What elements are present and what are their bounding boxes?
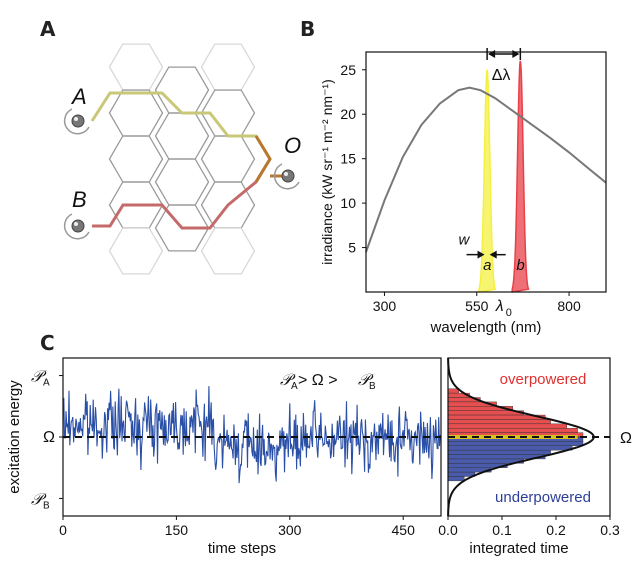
- y-axis-label: irradiance (kW sr⁻¹ m⁻² nm⁻¹): [319, 79, 335, 265]
- y-tick-label: Ω: [43, 429, 55, 446]
- overpowered-label: overpowered: [500, 371, 587, 388]
- hist-bar: [447, 388, 460, 394]
- hex-cell: [154, 204, 210, 252]
- node-ring: [63, 108, 90, 135]
- node-o-label: O: [284, 133, 301, 158]
- underpowered-label: underpowered: [495, 489, 591, 506]
- hex-cell: [108, 43, 164, 91]
- x-tick-label: 0.0: [438, 522, 458, 538]
- hist-bar: [447, 441, 584, 446]
- hist-bar: [447, 476, 465, 482]
- hex-cell: [154, 66, 210, 114]
- y-tick-subscript: B: [43, 500, 50, 511]
- path-a: [90, 91, 272, 160]
- lambda0-label: λ: [495, 298, 504, 315]
- hexagonal-lattice: [108, 43, 256, 275]
- node-b-label: B: [72, 187, 87, 212]
- node-ring: [273, 163, 300, 190]
- y-axis-label: excitation energy: [6, 380, 23, 494]
- annotation-pb-sub: B: [369, 381, 376, 392]
- x-axis-label: time steps: [208, 540, 276, 557]
- path-b: [92, 158, 272, 230]
- hex-cell: [108, 89, 164, 137]
- integrated-time-histogram: overpowered underpowered 0.0 0.1 0.2 0.3 integ…: [438, 357, 632, 557]
- node-ball: [71, 114, 85, 128]
- hist-bar: [447, 445, 573, 451]
- path-join: [254, 135, 272, 183]
- y-tick-label: 25: [340, 62, 356, 78]
- lattice-paths: [90, 91, 288, 230]
- hist-bar: [447, 419, 551, 425]
- node-highlight: [74, 222, 78, 226]
- hex-cell: [108, 227, 164, 275]
- y-tick-label: 15: [340, 151, 356, 167]
- band-label-a: a: [483, 257, 491, 274]
- hex-cell: [154, 158, 210, 206]
- y-tick-subscript: A: [43, 378, 50, 389]
- band-b: [511, 60, 530, 293]
- w-label: w: [459, 232, 471, 249]
- x-tick-label: 450: [392, 522, 416, 538]
- hist-bar: [447, 471, 476, 477]
- hist-bar: [447, 449, 551, 455]
- w-arrowhead-left: [477, 250, 485, 259]
- hex-cell: [154, 112, 210, 160]
- hist-bar: [447, 428, 578, 433]
- node-ring: [63, 213, 90, 240]
- x-tick-label: 0.3: [600, 522, 620, 538]
- annotation-pa-sub: A: [291, 381, 298, 392]
- delta-arrowhead-left: [488, 50, 496, 58]
- y-tick-label: 20: [340, 106, 356, 122]
- plot-frame: [447, 357, 611, 517]
- omega-right-label: Ω: [620, 430, 632, 447]
- delta-lambda-label: Δλ: [492, 67, 511, 84]
- x-tick-label: 300: [278, 522, 302, 538]
- plot-frame: [365, 51, 607, 293]
- lambda0-subscript: 0: [506, 307, 512, 319]
- node-ball: [281, 169, 295, 183]
- x-axis-label: wavelength (nm): [430, 319, 542, 336]
- hex-cell: [200, 135, 256, 183]
- y-tick-label: 5: [348, 240, 356, 256]
- delta-arrowhead-right: [512, 50, 520, 58]
- panel-a-letter: A: [40, 17, 56, 41]
- node-highlight: [284, 172, 288, 176]
- hex-cell: [200, 43, 256, 91]
- band-label-b: b: [516, 257, 524, 274]
- node-ball: [71, 219, 85, 233]
- x-tick-label: 300: [373, 298, 397, 314]
- panel-c-letter: C: [40, 331, 55, 355]
- x-tick-label: 0.2: [546, 522, 566, 538]
- panel-b-letter: B: [300, 17, 315, 41]
- w-arrowhead-right: [489, 250, 497, 259]
- energy-trace: [62, 386, 441, 484]
- band-a: [478, 69, 497, 293]
- node-a-label: A: [70, 84, 87, 109]
- spectrum-chart: a b 5 10 15 20 25 300 550 800 wavelength (nm) irrad…: [319, 48, 607, 336]
- annotation-mid: > Ω >: [298, 372, 338, 389]
- node-highlight: [74, 117, 78, 121]
- hex-cell: [200, 227, 256, 275]
- x-tick-label: 550: [465, 298, 489, 314]
- lattice-nodes: [63, 108, 300, 240]
- spectrum-line: [365, 86, 607, 253]
- x-axis-label: integrated time: [469, 540, 568, 557]
- hex-cell: [108, 135, 164, 183]
- x-tick-label: 0.1: [492, 522, 512, 538]
- y-tick-label: 10: [340, 195, 356, 211]
- x-tick-label: 800: [557, 298, 581, 314]
- hist-bar: [447, 423, 568, 429]
- x-tick-label: 150: [165, 522, 189, 538]
- x-tick-label: 0: [59, 522, 67, 538]
